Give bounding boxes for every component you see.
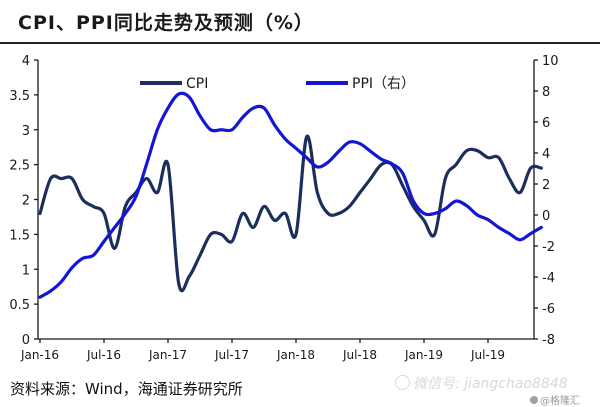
left-tick-label: 0.5: [9, 298, 30, 313]
chart-title: CPI、PPI同比走势及预测（%）: [18, 12, 314, 34]
x-tick-label: Jan-18: [276, 348, 315, 362]
wechat-id: 微信号: jiangchao8848: [413, 376, 568, 392]
left-tick-label: 2: [22, 194, 30, 209]
legend: CPI PPI（右）: [140, 76, 415, 92]
left-tick-label: 0: [22, 333, 30, 348]
right-tick-label: -4: [542, 271, 555, 286]
x-tick-label: Jul-16: [86, 348, 121, 362]
right-tick-label: 4: [542, 147, 550, 162]
logo-icon: [530, 396, 538, 404]
left-tick-label: 1.5: [9, 228, 30, 243]
cpi-series-line: [38, 134, 543, 293]
left-tick-label: 3.5: [9, 89, 30, 104]
right-tick-label: 2: [542, 178, 550, 193]
left-tick-label: 3: [22, 124, 30, 139]
ppi-series-line: [38, 91, 543, 299]
x-tick-label: Jan-16: [20, 348, 59, 362]
x-tick-label: Jul-19: [470, 348, 505, 362]
right-tick-label: 0: [542, 209, 550, 224]
axes: 0 0.5 1 1.5 2 2.5 3 3.5 4 -8 -6 -4 -2 0 2 4 6 8 10 Jan-16 Ju…: [9, 54, 558, 362]
left-tick-label: 2.5: [9, 159, 30, 174]
logo-watermark: @格隆汇: [530, 392, 580, 407]
left-tick-label: 4: [22, 54, 30, 69]
x-tick-label: Jan-17: [148, 348, 187, 362]
title-divider: [0, 42, 600, 44]
logo-text: @格隆汇: [540, 396, 580, 407]
x-tick-label: Jul-17: [214, 348, 249, 362]
x-tick-label: Jul-18: [342, 348, 377, 362]
right-tick-label: 6: [542, 116, 550, 131]
legend-ppi-label: PPI（右）: [352, 76, 415, 92]
right-tick-label: -6: [542, 302, 555, 317]
right-tick-label: -2: [542, 240, 555, 255]
legend-cpi-label: CPI: [186, 76, 208, 92]
right-tick-label: 10: [542, 54, 559, 69]
x-tick-label: Jan-19: [404, 348, 443, 362]
right-tick-label: 8: [542, 85, 550, 100]
series-lines: [38, 91, 543, 299]
source-note: 资料来源：Wind，海通证券研究所: [10, 380, 243, 398]
wechat-icon: [395, 375, 410, 390]
wechat-watermark: 微信号: jiangchao8848: [395, 373, 568, 393]
left-tick-label: 1: [22, 263, 30, 278]
right-tick-label: -8: [542, 333, 555, 348]
